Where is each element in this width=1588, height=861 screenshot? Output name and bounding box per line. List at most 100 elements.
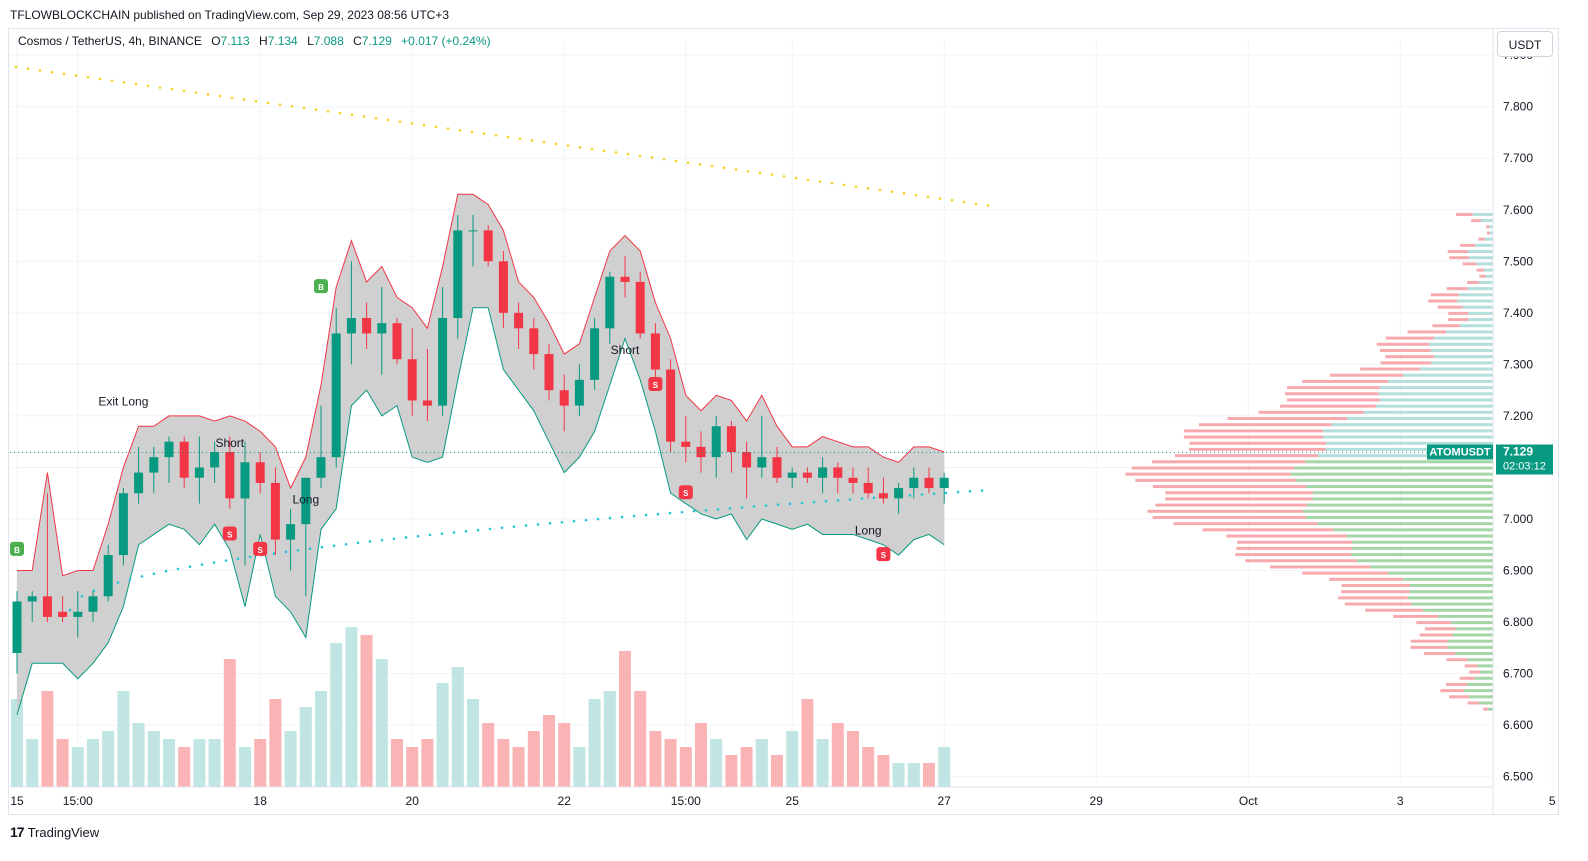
candle-body [377, 323, 387, 334]
volume-profile-up [1479, 701, 1493, 705]
yellow-dot [302, 106, 306, 110]
yellow-dot [602, 149, 606, 153]
price-tick-label: 7.400 [1503, 306, 1533, 320]
volume-bar [360, 635, 373, 787]
yellow-dot [14, 65, 18, 69]
close-value: 7.129 [361, 34, 392, 48]
candle-body [301, 477, 311, 525]
cyan-dot [728, 507, 732, 510]
volume-bar [315, 691, 327, 787]
volume-profile-down [1410, 645, 1448, 649]
change-value: +0.017 (+0.24%) [401, 34, 491, 48]
volume-profile-down [1385, 336, 1435, 340]
volume-profile-up [1305, 485, 1493, 489]
volume-profile-down [1202, 528, 1334, 532]
strategy-annotation: Short [611, 343, 640, 357]
yellow-dot [398, 120, 402, 123]
yellow-dot [890, 190, 894, 194]
volume-profile-down [1270, 565, 1371, 569]
volume-profile-up [1370, 565, 1493, 569]
volume-profile-up [1457, 299, 1493, 303]
cyan-dot [224, 559, 228, 562]
volume-bar [771, 755, 783, 787]
volume-profile-down [1174, 454, 1319, 458]
cyan-dot [332, 544, 336, 548]
footer-brand[interactable]: TradingView [27, 824, 100, 840]
candle-body [194, 467, 204, 478]
volume-profile-down [1227, 417, 1347, 421]
volume-profile-up [1378, 392, 1493, 396]
strategy-annotation: Exit Long [98, 395, 148, 409]
signal-label: S [227, 530, 233, 539]
volume-profile-down [1424, 627, 1456, 631]
yellow-dot [158, 86, 162, 89]
volume-profile-down [1449, 695, 1469, 699]
tradingview-logo-icon: 17 [10, 824, 25, 840]
volume-profile-down [1338, 596, 1408, 600]
volume-profile-up [1322, 435, 1493, 439]
volume-bar [406, 747, 419, 787]
volume-profile-down [1483, 707, 1488, 711]
cyan-dot [416, 534, 420, 538]
yellow-dot [638, 154, 642, 158]
time-tick-label: 27 [938, 794, 952, 808]
cyan-dot [704, 508, 708, 512]
yellow-dot [854, 185, 858, 188]
cyan-dot [908, 494, 912, 497]
volume-profile-down [1286, 398, 1380, 402]
volume-bar [923, 763, 935, 787]
cyan-dot [920, 493, 924, 496]
yellow-dot [770, 173, 774, 176]
yellow-dot [782, 175, 786, 178]
sell-signal-tag [876, 547, 891, 562]
volume-profile-up [1487, 707, 1493, 711]
volume-profile-down [1446, 658, 1468, 662]
volume-profile-up [1364, 410, 1493, 414]
signal-label: B [318, 283, 324, 292]
volume-profile-down [1478, 237, 1485, 241]
volume-profile-up [1375, 404, 1493, 408]
volume-profile-down [1440, 689, 1465, 693]
yellow-dot [962, 200, 966, 204]
volume-profile-up [1472, 212, 1493, 216]
volume-profile-up [1346, 417, 1493, 421]
volume-profile-up [1294, 466, 1493, 470]
candle-body [726, 426, 736, 452]
volume-bar [512, 747, 525, 787]
volume-profile-up [1407, 596, 1493, 600]
cyan-dot [404, 536, 408, 539]
cyan-dot [428, 533, 432, 537]
cyan-dot [716, 507, 720, 511]
cyan-dot [848, 498, 852, 501]
volume-profile-down [1302, 571, 1389, 575]
volume-profile-down [1245, 559, 1357, 563]
volume-profile-down [1165, 491, 1313, 495]
volume-bar [907, 763, 920, 787]
candle-body [939, 477, 949, 489]
open-label: O [211, 34, 221, 48]
time-tick-label: 25 [786, 794, 800, 808]
volume-bar [634, 691, 647, 787]
volume-profile-up [1402, 577, 1493, 581]
volume-profile-up [1452, 633, 1493, 637]
volume-profile-up [1411, 602, 1493, 606]
volume-profile-up [1356, 559, 1493, 563]
volume-profile-up [1467, 287, 1493, 291]
yellow-dot [278, 103, 282, 106]
currency-button[interactable]: USDT [1497, 31, 1553, 57]
price-tick-label: 6.900 [1503, 564, 1533, 578]
yellow-dot [470, 130, 474, 134]
yellow-dot [530, 139, 534, 142]
candle-body [134, 472, 144, 494]
yellow-dot [50, 70, 54, 74]
cyan-dot [692, 509, 696, 513]
volume-profile-up [1434, 336, 1493, 340]
symbol-line[interactable]: Cosmos / TetherUS, 4h, BINANCE [18, 34, 202, 48]
volume-profile-down [1447, 250, 1469, 254]
candle-body [833, 467, 843, 478]
cyan-dot [668, 511, 672, 515]
volume-bar [41, 691, 54, 787]
cyan-dot [200, 563, 204, 566]
volume-profile-down [1131, 466, 1295, 470]
